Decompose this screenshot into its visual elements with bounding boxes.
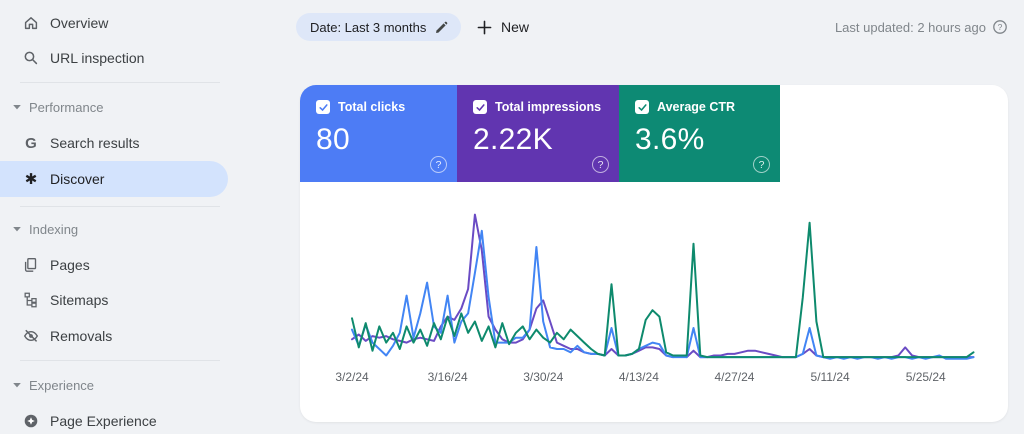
x-axis-tick-label: 4/27/24 <box>714 370 755 384</box>
sidebar-divider <box>20 360 220 361</box>
svg-text:?: ? <box>998 22 1003 32</box>
sidebar-item-label: Search results <box>50 135 140 151</box>
discover-asterisk-icon: ✱ <box>24 170 38 188</box>
new-button-label: New <box>501 19 530 35</box>
help-icon[interactable]: ? <box>430 156 447 173</box>
sidebar-section-indexing[interactable]: Indexing <box>0 211 228 247</box>
metric-card-value: 2.22K <box>473 123 553 156</box>
metric-card-total-impressions[interactable]: Total impressions 2.22K ? <box>457 85 619 182</box>
sidebar-section-performance[interactable]: Performance <box>0 89 228 125</box>
date-filter-label: Date: Last 3 months <box>310 19 427 35</box>
sidebar: Overview URL inspection Performance G Se… <box>0 0 228 434</box>
metric-card-label: Average CTR <box>657 100 736 114</box>
sidebar-item-url-inspection[interactable]: URL inspection <box>0 40 228 76</box>
sidebar-item-discover[interactable]: ✱ Discover <box>0 161 228 197</box>
metric-card-label: Total clicks <box>338 100 406 114</box>
sidebar-item-label: Sitemaps <box>50 292 109 308</box>
chevron-down-icon <box>12 102 22 112</box>
sidebar-item-removals[interactable]: Removals <box>0 318 228 354</box>
checkbox-checked-icon[interactable] <box>473 100 487 114</box>
sidebar-item-pages[interactable]: Pages <box>0 247 228 283</box>
search-icon <box>22 49 40 67</box>
sidebar-item-label: URL inspection <box>50 50 145 66</box>
sidebar-item-label: Page Experience <box>50 413 157 429</box>
x-axis-tick-label: 5/25/24 <box>905 370 946 384</box>
sidebar-item-label: Pages <box>50 257 90 273</box>
x-axis: 3/2/24 3/16/24 3/30/24 4/13/24 4/27/24 5/11/2… <box>300 370 1008 386</box>
sidebar-item-label: Removals <box>50 328 113 344</box>
chevron-down-icon <box>12 380 22 390</box>
help-icon[interactable]: ? <box>992 19 1008 35</box>
performance-chart[interactable] <box>300 185 1008 370</box>
sidebar-section-label: Performance <box>29 99 104 115</box>
x-axis-tick-label: 3/16/24 <box>427 370 468 384</box>
x-axis-tick-label: 3/2/24 <box>335 370 369 384</box>
page-experience-icon <box>22 412 40 430</box>
x-axis-tick-label: 3/30/24 <box>523 370 564 384</box>
pages-icon <box>22 256 40 274</box>
sidebar-section-experience[interactable]: Experience <box>0 367 228 403</box>
x-axis-tick-label: 5/11/24 <box>810 370 850 384</box>
last-updated: Last updated: 2 hours ago ? <box>835 13 1008 41</box>
google-g-icon: G <box>25 134 37 152</box>
checkbox-checked-icon[interactable] <box>316 100 330 114</box>
sidebar-divider <box>20 82 220 83</box>
sidebar-section-label: Indexing <box>29 221 79 237</box>
help-icon[interactable]: ? <box>592 156 609 173</box>
x-axis-tick-label: 4/13/24 <box>618 370 659 384</box>
metric-card-value: 80 <box>316 123 350 156</box>
metric-card-total-clicks[interactable]: Total clicks 80 ? <box>300 85 457 182</box>
sidebar-section-label: Experience <box>29 377 95 393</box>
help-icon[interactable]: ? <box>753 156 770 173</box>
last-updated-text: Last updated: 2 hours ago <box>834 19 986 35</box>
metric-cards: Total clicks 80 ? Total impressions 2.22… <box>300 85 780 182</box>
plus-icon <box>477 20 492 35</box>
chevron-down-icon <box>12 224 22 234</box>
sidebar-item-sitemaps[interactable]: Sitemaps <box>0 282 228 318</box>
sidebar-item-search-results[interactable]: G Search results <box>0 125 228 161</box>
edit-pencil-icon[interactable] <box>434 20 449 35</box>
sidebar-divider <box>20 206 220 207</box>
series-line-ctr[interactable] <box>351 221 975 359</box>
new-button[interactable]: New <box>477 13 529 41</box>
sidebar-item-label: Overview <box>50 15 109 31</box>
sidebar-item-overview[interactable]: Overview <box>0 5 228 41</box>
performance-panel: Total clicks 80 ? Total impressions 2.22… <box>300 85 1008 422</box>
series-line-clicks[interactable] <box>351 229 975 360</box>
metric-card-label: Total impressions <box>495 100 602 114</box>
home-icon <box>22 14 40 32</box>
metric-card-value: 3.6% <box>635 123 705 156</box>
metric-card-average-ctr[interactable]: Average CTR 3.6% ? <box>619 85 780 182</box>
sidebar-item-label: Discover <box>50 171 105 187</box>
eye-off-icon <box>22 327 40 345</box>
checkbox-checked-icon[interactable] <box>635 100 649 114</box>
sidebar-item-page-experience[interactable]: Page Experience <box>0 403 228 434</box>
date-filter-chip[interactable]: Date: Last 3 months <box>296 13 462 41</box>
sitemaps-icon <box>22 291 40 309</box>
